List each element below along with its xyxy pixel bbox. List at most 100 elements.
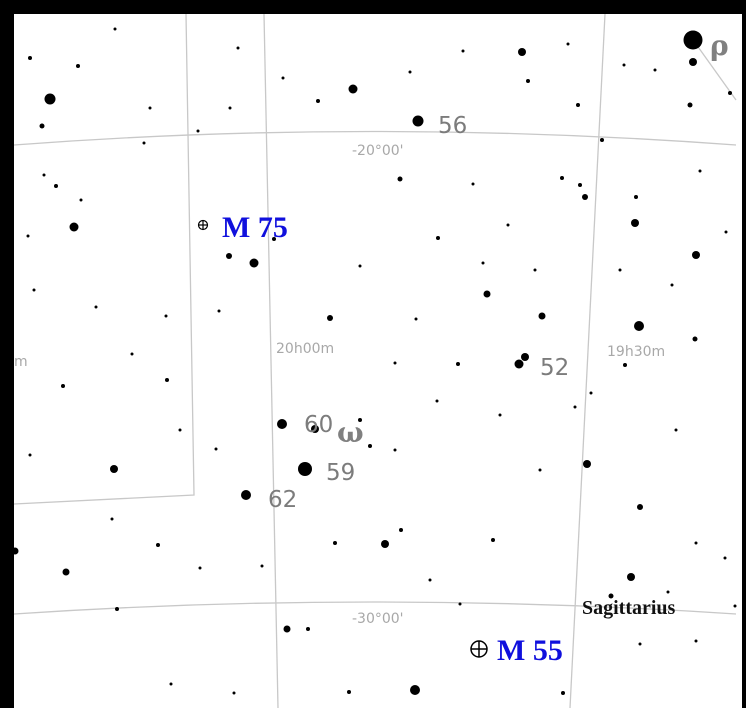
star (491, 538, 495, 542)
star (42, 173, 46, 177)
star (436, 236, 440, 240)
star (561, 691, 565, 695)
star (228, 106, 232, 110)
star (348, 84, 358, 94)
star (694, 639, 698, 643)
star (113, 27, 117, 31)
constellation-label-sagittarius: Sagittarius (582, 597, 676, 619)
star (694, 541, 698, 545)
star (637, 504, 643, 510)
star (61, 384, 65, 388)
star (582, 194, 588, 200)
star (526, 79, 530, 83)
star (28, 453, 32, 457)
star (316, 99, 320, 103)
ra-label-left: m (14, 354, 28, 370)
greek-label-rho: ρ (710, 29, 729, 62)
star (69, 222, 79, 232)
star (461, 49, 465, 53)
constellation-boundary-west (13, 13, 195, 505)
star (347, 690, 351, 694)
star (576, 103, 580, 107)
star (196, 129, 200, 133)
ra-line-19h30 (569, 13, 606, 708)
star (670, 283, 674, 287)
star (683, 30, 703, 50)
star (410, 685, 420, 695)
star (28, 56, 32, 60)
star (54, 184, 58, 188)
star-label-52: 52 (540, 355, 569, 381)
star (692, 336, 698, 342)
star (533, 268, 537, 272)
star (687, 102, 693, 108)
star (566, 42, 570, 46)
star (408, 70, 412, 74)
star (39, 123, 45, 129)
star (62, 568, 70, 576)
globular-cluster-icon-m75 (197, 219, 209, 231)
star (393, 361, 397, 365)
star (283, 625, 291, 633)
star (358, 418, 362, 422)
star (198, 566, 202, 570)
star (214, 447, 218, 451)
star (165, 378, 169, 382)
star (506, 223, 510, 227)
star (689, 58, 697, 66)
star (311, 425, 319, 433)
star (358, 264, 362, 268)
star (518, 48, 526, 56)
star (560, 176, 564, 180)
star-label-59: 59 (326, 460, 355, 486)
star-label-60: 60 (304, 412, 333, 438)
star (627, 573, 635, 581)
star (733, 604, 737, 608)
star (368, 444, 372, 448)
star (142, 141, 146, 145)
star-label-62: 62 (268, 487, 297, 513)
ra-label-20h00: 20h00m (276, 341, 334, 357)
star (260, 564, 264, 568)
star (272, 237, 276, 241)
star (573, 405, 577, 409)
star (618, 268, 622, 272)
dso-label-m75: M 75 (222, 211, 288, 244)
star (156, 543, 160, 547)
star (164, 314, 168, 318)
dec-label-minus-30: -30°00' (352, 611, 404, 627)
star (94, 305, 98, 309)
dso-label-m55: M 55 (497, 634, 563, 667)
star (79, 198, 83, 202)
star (471, 182, 475, 186)
star (514, 359, 524, 369)
star (578, 183, 582, 187)
star (281, 76, 285, 80)
star (26, 234, 30, 238)
star (634, 321, 644, 331)
star (631, 219, 639, 227)
star (327, 315, 333, 321)
star-label-56: 56 (438, 113, 467, 139)
star (674, 428, 678, 432)
star (634, 195, 638, 199)
star (76, 64, 80, 68)
star (178, 428, 182, 432)
star (226, 253, 232, 259)
star (538, 312, 546, 320)
star (399, 528, 403, 532)
greek-label-omega: ω (337, 416, 364, 449)
star (666, 590, 670, 594)
ra-label-19h30: 19h30m (607, 344, 665, 360)
star (333, 541, 337, 545)
star (521, 353, 529, 361)
star (653, 68, 657, 72)
star (456, 362, 460, 366)
star (412, 115, 424, 127)
star (115, 607, 119, 611)
star (622, 63, 626, 67)
star (232, 691, 236, 695)
star (241, 490, 251, 500)
star (723, 556, 727, 560)
star (249, 258, 259, 268)
